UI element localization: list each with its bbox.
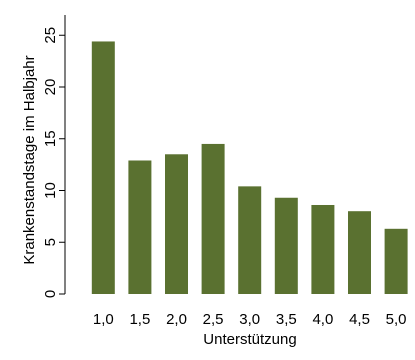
bar-9 xyxy=(384,228,408,294)
bars xyxy=(91,41,408,295)
x-tick-label: 4,5 xyxy=(349,311,370,328)
x-tick-label: 1,0 xyxy=(93,311,114,328)
x-tick-label: 1,5 xyxy=(129,311,150,328)
x-tick-label: 2,5 xyxy=(203,311,224,328)
x-tick-label: 5,0 xyxy=(386,311,407,328)
bar-4 xyxy=(201,143,225,294)
x-tick-label: 3,0 xyxy=(239,311,260,328)
y-tick-label: 5 xyxy=(42,238,59,246)
bar-8 xyxy=(348,211,371,294)
y-tick-label: 20 xyxy=(42,79,59,96)
y-tick-label: 25 xyxy=(42,27,59,44)
x-axis-tick-labels: 1,0 1,5 2,0 2,5 3,0 3,5 4,0 4,5 5,0 xyxy=(93,311,407,328)
bar-1 xyxy=(91,41,115,295)
y-tick-label: 15 xyxy=(42,130,59,147)
x-axis-label: Unterstützung xyxy=(203,331,296,348)
bar-3 xyxy=(165,154,188,294)
x-tick-label: 2,0 xyxy=(166,311,187,328)
y-axis-label: Krankenstandstage im Halbjahr xyxy=(21,55,38,264)
y-tick-label: 10 xyxy=(42,182,59,199)
bar-5 xyxy=(238,186,262,294)
bar-7 xyxy=(311,204,335,294)
y-axis-ticks: 0 5 10 15 20 25 xyxy=(42,27,65,298)
x-tick-label: 4,0 xyxy=(312,311,333,328)
y-tick-label: 0 xyxy=(42,290,59,298)
bar-6 xyxy=(274,197,298,294)
bar-2 xyxy=(128,160,152,294)
x-tick-label: 3,5 xyxy=(276,311,297,328)
